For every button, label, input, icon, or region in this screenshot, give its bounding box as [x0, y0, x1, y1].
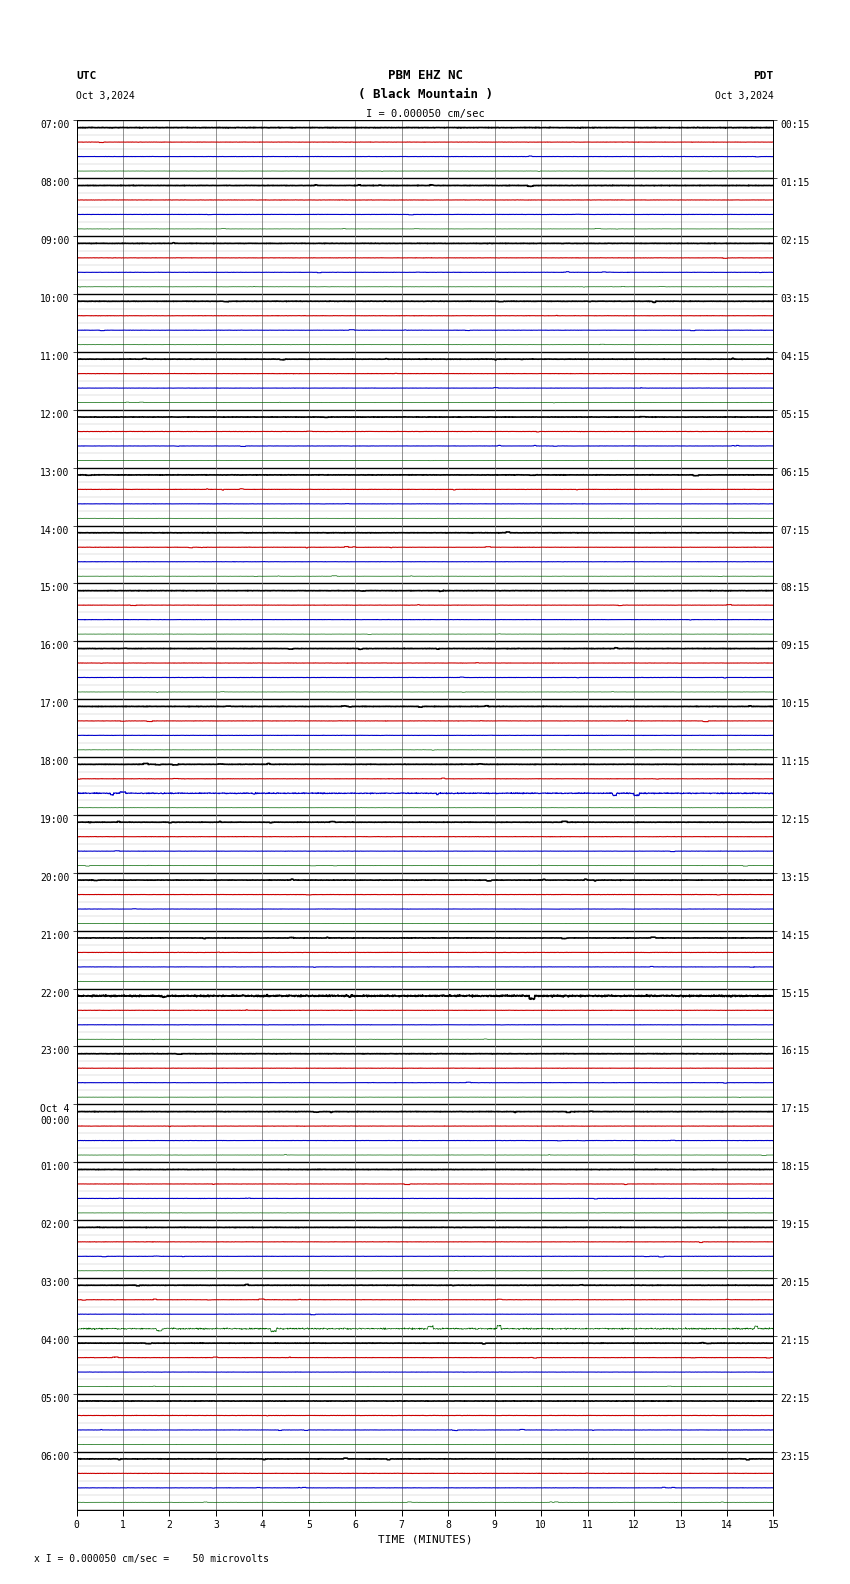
Text: UTC: UTC [76, 71, 97, 81]
Text: x I = 0.000050 cm/sec =    50 microvolts: x I = 0.000050 cm/sec = 50 microvolts [34, 1554, 269, 1563]
Text: PDT: PDT [753, 71, 774, 81]
Text: PBM EHZ NC: PBM EHZ NC [388, 68, 462, 81]
Text: Oct 3,2024: Oct 3,2024 [715, 92, 774, 101]
Text: Oct 3,2024: Oct 3,2024 [76, 92, 135, 101]
X-axis label: TIME (MINUTES): TIME (MINUTES) [377, 1535, 473, 1544]
Text: I = 0.000050 cm/sec: I = 0.000050 cm/sec [366, 109, 484, 119]
Text: ( Black Mountain ): ( Black Mountain ) [358, 89, 492, 101]
